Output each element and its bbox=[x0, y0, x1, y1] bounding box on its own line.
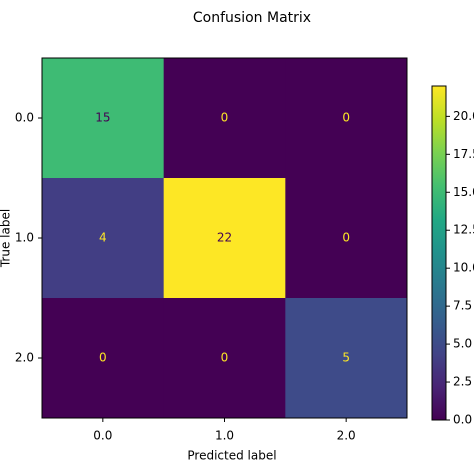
colorbar-tick-label: 7.5 bbox=[453, 299, 472, 313]
cell bbox=[42, 298, 165, 419]
colorbar-tick-label: 5.0 bbox=[453, 337, 472, 351]
cell-label: 22 bbox=[217, 231, 232, 245]
cell-label: 5 bbox=[342, 351, 350, 365]
cell-label: 0 bbox=[342, 111, 350, 125]
y-tick-label: 2.0 bbox=[15, 351, 34, 365]
colorbar-tick-label: 0.0 bbox=[453, 413, 472, 427]
colorbar-tick-label: 12.5 bbox=[453, 223, 474, 237]
chart-title: Confusion Matrix bbox=[193, 10, 311, 26]
cell bbox=[163, 58, 286, 179]
cell-label: 0 bbox=[221, 111, 229, 125]
colorbar bbox=[431, 85, 447, 421]
cell bbox=[42, 178, 165, 299]
colorbar-tick-label: 15.0 bbox=[453, 185, 474, 199]
x-tick-label: 0.0 bbox=[93, 429, 112, 443]
cell-label: 15 bbox=[95, 111, 110, 125]
cell bbox=[285, 178, 408, 299]
cell bbox=[42, 58, 165, 179]
colorbar-tick-label: 17.5 bbox=[453, 147, 474, 161]
colorbar-tick-label: 20.0 bbox=[453, 109, 474, 123]
y-tick-label: 1.0 bbox=[15, 231, 34, 245]
y-tick-label: 0.0 bbox=[15, 111, 34, 125]
cell-label: 4 bbox=[99, 231, 107, 245]
colorbar-tick-label: 10.0 bbox=[453, 261, 474, 275]
cell-label: 0 bbox=[342, 231, 350, 245]
x-tick-label: 1.0 bbox=[215, 429, 234, 443]
cell bbox=[285, 58, 408, 179]
cell-label: 0 bbox=[99, 351, 107, 365]
x-axis-label: Predicted label bbox=[187, 449, 276, 463]
cell bbox=[163, 178, 286, 299]
x-tick-label: 2.0 bbox=[337, 429, 356, 443]
y-axis-label: True label bbox=[0, 209, 13, 268]
cell-label: 0 bbox=[221, 351, 229, 365]
cell bbox=[163, 298, 286, 419]
colorbar-tick-label: 2.5 bbox=[453, 375, 472, 389]
cell bbox=[285, 298, 408, 419]
